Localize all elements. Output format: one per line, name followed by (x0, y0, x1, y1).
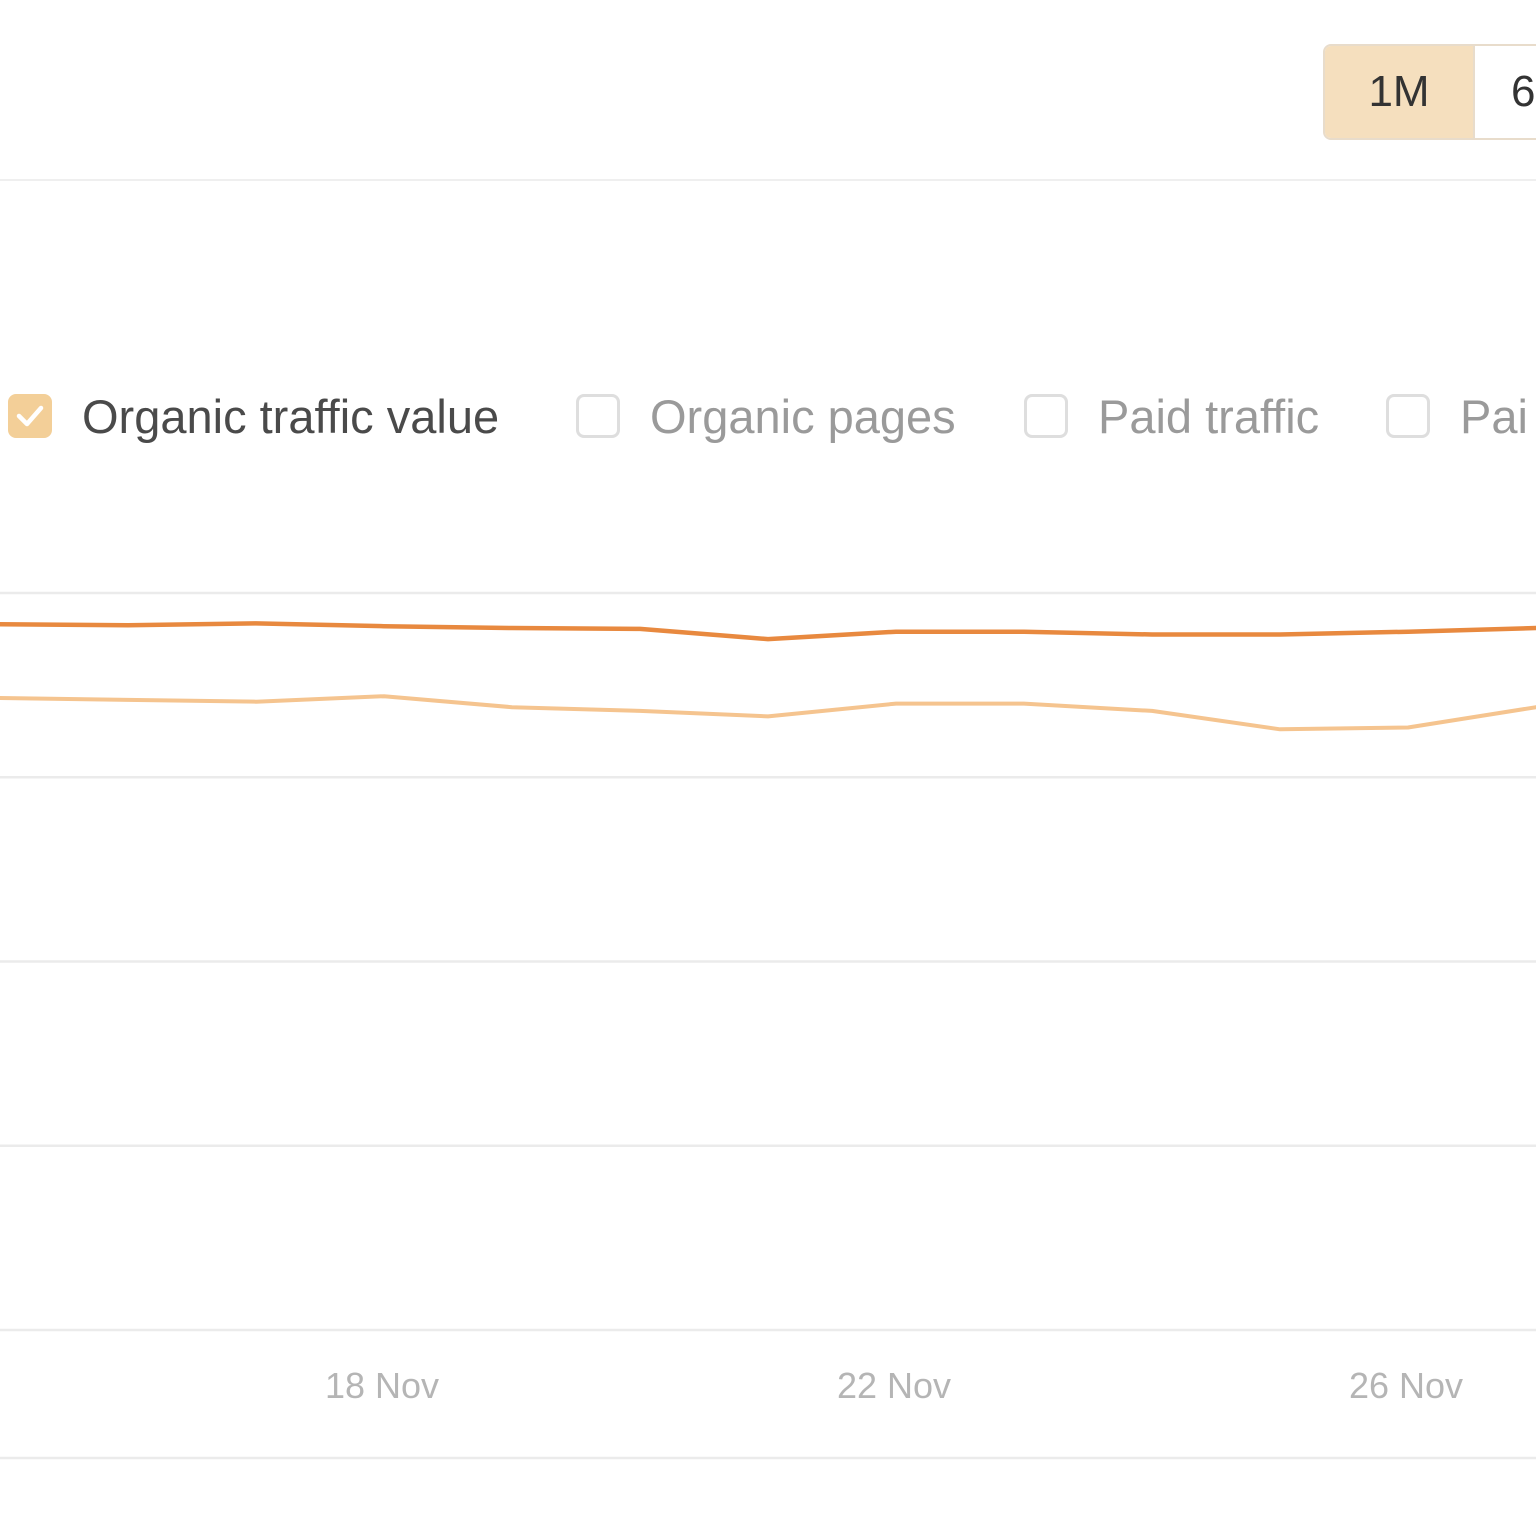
chart-grid (0, 591, 1536, 1460)
series-line-1 (0, 621, 1536, 642)
paid-traffic-checkbox[interactable] (1024, 394, 1068, 438)
chart-legend: Organic traffic value Organic pages Paid… (0, 385, 1536, 447)
range-selector: 1M 6 (1323, 44, 1536, 140)
traffic-line-chart: 18 Nov 22 Nov 26 Nov (0, 591, 1536, 1460)
series-line-2 (0, 694, 1536, 732)
x-tick-label: 18 Nov (325, 1365, 439, 1406)
x-tick-label: 22 Nov (837, 1365, 951, 1406)
toolbar-divider (0, 179, 1536, 181)
chart-series (0, 621, 1536, 732)
legend-item-organic-traffic-value[interactable]: Organic traffic value (8, 385, 499, 447)
legend-label-paid-traffic: Paid traffic (1098, 389, 1320, 443)
range-button-1m[interactable]: 1M (1325, 46, 1473, 138)
legend-item-paid-keywords[interactable]: Pai (1386, 385, 1528, 447)
legend-item-organic-pages[interactable]: Organic pages (576, 385, 956, 447)
legend-label-organic-pages: Organic pages (650, 389, 956, 443)
legend-item-paid-traffic[interactable]: Paid traffic (1024, 385, 1319, 447)
organic-pages-checkbox[interactable] (576, 394, 620, 438)
x-axis-ticks: 18 Nov 22 Nov 26 Nov (325, 1365, 1463, 1406)
organic-traffic-value-checkbox[interactable] (8, 394, 52, 438)
range-button-6m[interactable]: 6 (1473, 46, 1536, 138)
check-icon (16, 405, 44, 427)
paid-keywords-checkbox[interactable] (1386, 394, 1430, 438)
legend-label-paid-keywords: Pai (1460, 389, 1528, 443)
legend-label-organic-traffic-value: Organic traffic value (82, 389, 500, 443)
x-tick-label: 26 Nov (1349, 1365, 1463, 1406)
